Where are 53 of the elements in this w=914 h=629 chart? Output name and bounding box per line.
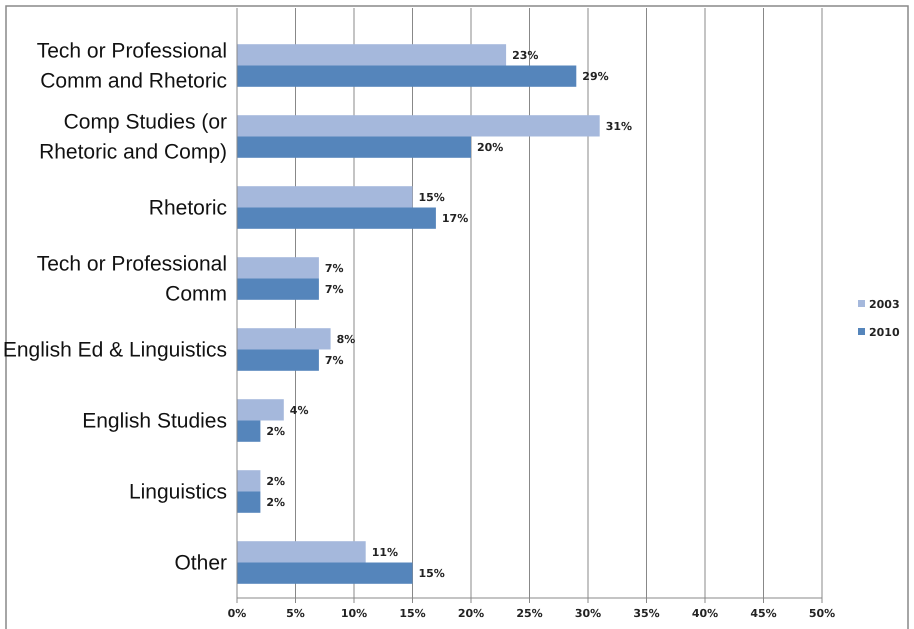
x-tick-label: 30% [574,607,602,620]
y-tick-label: Comp Studies (or Rhetoric and Comp) [39,110,227,164]
x-tick-label: 10% [340,607,368,620]
y-tick-label: Tech or Professional Comm [36,252,227,306]
bar [237,44,506,66]
y-tick-label: Rhetoric [148,196,227,220]
x-tick-label: 45% [750,607,777,620]
data-label: 7% [324,283,344,296]
bar [237,492,260,513]
bar [237,136,471,158]
x-tick-label: 25% [516,607,543,620]
bar [237,562,412,584]
x-tick-label: 40% [692,607,718,620]
data-label: 11% [372,546,398,559]
data-label: 17% [442,212,468,226]
data-label: 20% [477,141,504,154]
data-label: 31% [606,120,632,133]
x-tick-label: 35% [633,607,660,620]
bar [237,328,331,350]
x-tick-label: 15% [399,607,426,620]
y-tick-label: Other [174,552,227,574]
x-tick-label: 5% [286,607,305,620]
y-tick-label: English Ed & Linguistics [2,338,227,362]
data-label: 15% [418,567,445,580]
bar [237,278,319,300]
y-tick-label: English Studies [82,410,227,432]
bar [237,115,600,136]
x-tick-label: 50% [808,607,836,620]
data-label: 23% [512,48,538,62]
data-label: 2% [266,425,286,438]
bar [237,399,284,420]
legend-label: 2010 [869,326,900,339]
bar [237,257,319,278]
data-label: 8% [336,332,356,346]
data-label: 7% [324,262,344,275]
y-tick-label: Linguistics [128,480,227,504]
x-tick-label: 20% [458,607,484,620]
data-label: 4% [290,404,308,417]
bar [237,66,576,87]
data-label: 15% [418,190,445,204]
bar [237,186,412,208]
bar [237,208,436,229]
x-tick-label: 0% [228,607,246,620]
data-label: 7% [324,354,344,368]
bar [237,470,260,492]
bar [237,350,319,371]
bar [237,420,260,442]
legend-label: 2003 [869,298,900,311]
bar [237,541,366,562]
y-tick-label: Tech or Professional Comm and Rhetoric [36,40,227,92]
data-label: 29% [582,70,609,84]
data-label: 2% [266,496,286,510]
data-label: 2% [266,474,286,488]
